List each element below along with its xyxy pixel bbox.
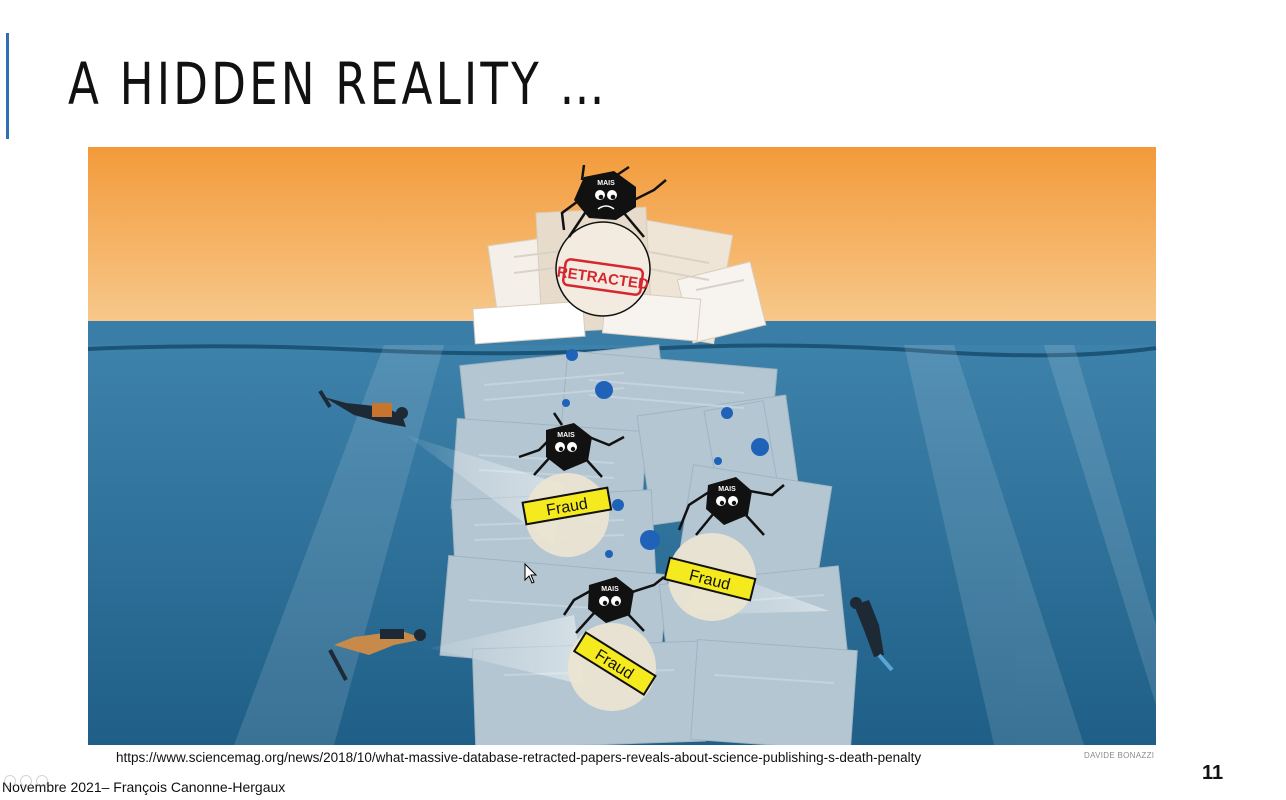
svg-text:MAIS: MAIS <box>601 586 619 593</box>
water-bubbles <box>562 349 769 558</box>
retracted-bubble: RETRACTED <box>555 221 651 317</box>
illustration-credit: DAVIDE BONAZZI <box>1084 751 1155 760</box>
fraud-label-1: Fraud <box>545 495 589 519</box>
slide-title: A HIDDEN REALITY … <box>68 50 608 118</box>
source-url: https://www.sciencemag.org/news/2018/10/… <box>116 750 922 765</box>
fraud-bubble-2: Fraud <box>663 533 757 621</box>
mais-creature-3: MAIS <box>677 477 785 536</box>
menu-icon[interactable] <box>20 775 32 787</box>
diver-left-top <box>318 389 408 427</box>
footer-author: Novembre 2021– François Canonne-Hergaux <box>2 779 286 795</box>
iceberg-illustration: RETRACTED MAIS Fraud <box>84 145 1160 745</box>
accent-bar <box>6 33 9 139</box>
mais-creature-4: MAIS <box>562 576 665 634</box>
diver-right <box>850 597 894 672</box>
fraud-bubble-3: Fraud <box>568 623 657 711</box>
fraud-bubble-1: Fraud <box>521 473 613 557</box>
mais-creature-2: MAIS <box>518 412 625 478</box>
page-number: 11 <box>1202 762 1224 784</box>
next-slide-icon[interactable] <box>36 775 48 787</box>
diver-left-bottom <box>328 629 426 681</box>
mais-label: MAIS <box>597 180 615 187</box>
svg-text:MAIS: MAIS <box>557 432 575 439</box>
mouse-cursor-icon <box>524 563 538 584</box>
svg-text:MAIS: MAIS <box>718 486 736 493</box>
light-rays <box>234 345 1156 745</box>
mais-creature-body <box>574 171 636 220</box>
slide-nav-controls[interactable] <box>4 774 74 787</box>
prev-slide-icon[interactable] <box>4 775 16 787</box>
